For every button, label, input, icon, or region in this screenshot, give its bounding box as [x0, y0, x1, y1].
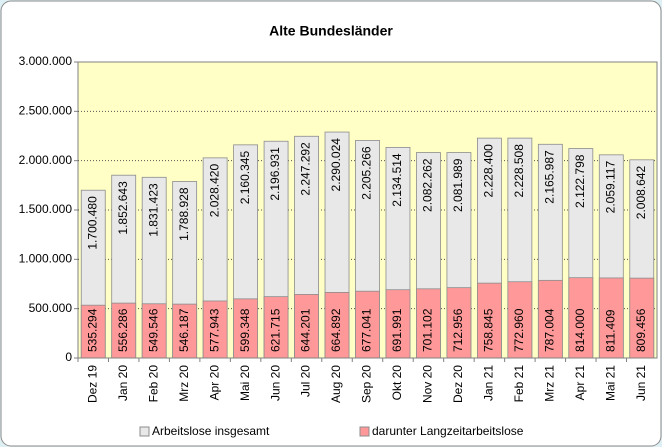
bar — [355, 290, 380, 359]
bar — [172, 303, 198, 359]
y-tick-label: 1.000.000 — [19, 252, 73, 266]
bar — [263, 296, 289, 359]
value-label: 621.715 — [268, 308, 282, 352]
x-tick-label: Mrz 20 — [177, 365, 191, 402]
x-tick-label: Sep 20 — [360, 365, 374, 403]
value-label: 2.059.117 — [603, 161, 617, 214]
value-label: 787.004 — [543, 308, 557, 352]
legend-label: darunter Langzeitarbeitslose — [372, 424, 524, 438]
value-label: 664.892 — [329, 308, 343, 352]
bar — [416, 288, 441, 359]
value-label: 772.960 — [512, 308, 526, 352]
x-tick-label: Feb 21 — [512, 365, 526, 403]
value-label: 549.546 — [146, 308, 160, 352]
value-label: 1.852.643 — [116, 181, 130, 235]
chart-title: Alte Bundesländer — [269, 23, 393, 39]
value-label: 2.160.345 — [238, 151, 252, 205]
value-label: 2.228.400 — [482, 144, 496, 198]
bar — [202, 300, 228, 359]
y-tick-label: 2.000.000 — [19, 153, 73, 167]
value-label: 644.201 — [299, 308, 313, 352]
bar — [111, 302, 137, 359]
bar — [598, 277, 624, 359]
x-tick-label: Jan 21 — [482, 365, 496, 401]
bar — [629, 277, 655, 359]
x-tick-label: Mai 21 — [603, 365, 617, 401]
legend-swatch — [139, 426, 150, 437]
value-label: 556.286 — [116, 308, 130, 352]
value-label: 546.187 — [177, 308, 191, 352]
y-tick-label: 3.000.000 — [19, 54, 73, 68]
bar — [476, 282, 502, 359]
y-tick-label: 1.500.000 — [19, 202, 73, 216]
value-label: 1.831.423 — [146, 183, 160, 237]
value-label: 712.956 — [451, 308, 465, 352]
value-label: 535.294 — [85, 308, 99, 352]
x-tick-label: Okt 20 — [390, 365, 404, 401]
value-label: 1.700.480 — [85, 196, 99, 250]
value-label: 2.008.642 — [634, 165, 648, 219]
x-tick-label: Jan 20 — [116, 365, 130, 401]
bar — [233, 298, 259, 359]
value-label: 577.943 — [207, 308, 221, 352]
value-label: 2.247.292 — [299, 142, 313, 196]
x-tick-label: Jun 21 — [634, 365, 648, 401]
x-tick-label: Aug 20 — [329, 365, 343, 403]
legend-swatch — [359, 426, 370, 437]
legend-label: Arbeitslose insgesamt — [152, 424, 270, 438]
bar — [324, 291, 350, 359]
y-tick-label: 0 — [65, 350, 72, 364]
value-label: 758.845 — [482, 308, 496, 352]
bar — [385, 289, 411, 359]
value-label: 2.122.798 — [573, 154, 587, 208]
x-tick-label: Mrz 21 — [543, 365, 557, 402]
x-tick-label: Jul 20 — [299, 365, 313, 397]
x-tick-label: Feb 20 — [146, 365, 160, 403]
value-label: 599.348 — [238, 308, 252, 352]
value-label: 2.165.987 — [543, 150, 557, 204]
value-label: 2.290.024 — [329, 138, 343, 192]
value-label: 2.082.262 — [421, 158, 435, 212]
x-tick-label: Apr 20 — [207, 365, 221, 401]
y-tick-label: 500.000 — [29, 301, 73, 315]
value-label: 2.228.508 — [512, 144, 526, 198]
value-label: 809.456 — [634, 308, 648, 352]
value-label: 2.196.931 — [268, 147, 282, 201]
value-label: 701.102 — [421, 308, 435, 352]
x-tick-label: Nov 20 — [421, 365, 435, 403]
value-label: 2.028.420 — [207, 164, 221, 218]
value-label: 814.000 — [573, 308, 587, 352]
value-label: 2.081.989 — [451, 158, 465, 212]
x-tick-label: Jun 20 — [268, 365, 282, 401]
x-tick-label: Dez 19 — [85, 365, 99, 403]
bar — [568, 277, 594, 359]
x-tick-label: Mai 20 — [238, 365, 252, 401]
value-label: 1.788.928 — [177, 187, 191, 241]
value-label: 691.991 — [390, 308, 404, 352]
value-label: 2.205.266 — [360, 146, 374, 200]
value-label: 677.041 — [360, 308, 374, 352]
bar — [294, 294, 319, 359]
x-tick-label: Apr 21 — [573, 365, 587, 401]
value-label: 811.409 — [603, 309, 617, 352]
x-tick-label: Dez 20 — [451, 365, 465, 403]
value-label: 2.134.514 — [390, 153, 404, 207]
bar — [537, 279, 563, 359]
y-tick-label: 2.500.000 — [19, 104, 73, 118]
bar — [141, 303, 167, 359]
